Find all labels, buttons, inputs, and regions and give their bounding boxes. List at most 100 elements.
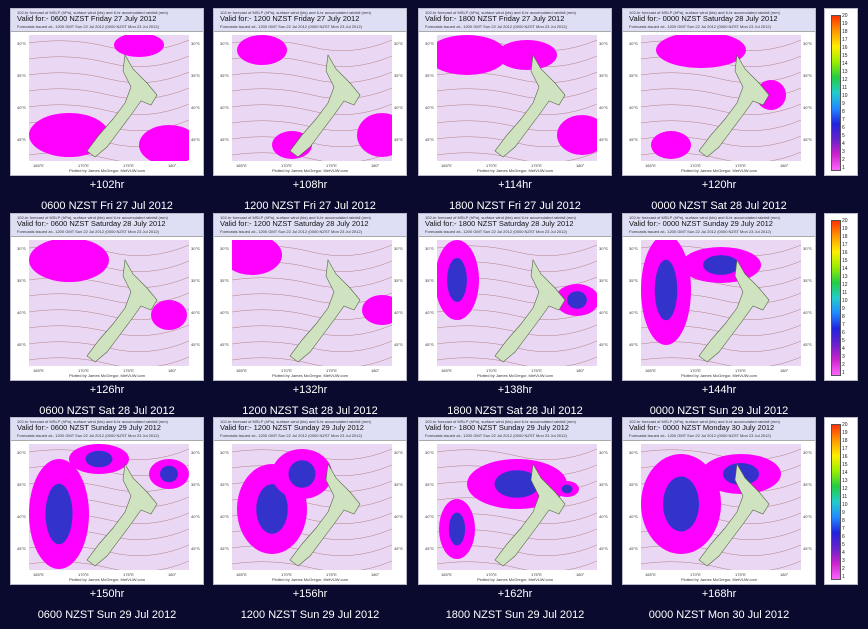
forecast-thumbnail[interactable]: 102-hr forecast of MSLP (hPa), surface w… xyxy=(213,213,407,381)
lat-tick-right: 35°S xyxy=(191,482,200,487)
legend-value: 6 xyxy=(842,125,845,131)
lat-tick-left: 30°S xyxy=(425,41,434,46)
lat-tick-left: 40°S xyxy=(17,105,26,110)
lat-tick-right: 35°S xyxy=(599,482,608,487)
lat-tick-left: 45°S xyxy=(220,546,229,551)
credit-label: Plotted by James McGregor, MetVUW.com xyxy=(476,577,554,582)
lat-tick-left: 30°S xyxy=(17,246,26,251)
forecast-thumbnail[interactable]: 102-hr forecast of MSLP (hPa), surface w… xyxy=(622,8,816,176)
lon-tick: 175°E xyxy=(123,368,134,373)
legend-value: 13 xyxy=(842,478,848,484)
credit-label: Plotted by James McGregor, MetVUW.com xyxy=(680,168,758,173)
legend-value: 5 xyxy=(842,338,845,344)
lon-tick: 180° xyxy=(168,368,177,373)
lon-tick: 180° xyxy=(168,572,177,577)
lon-tick: 175°E xyxy=(123,572,134,577)
lon-tick: 170°E xyxy=(690,368,701,373)
lon-tick: 165°E xyxy=(441,572,452,577)
lat-tick-right: 45°S xyxy=(599,546,608,551)
lat-tick-right: 30°S xyxy=(803,41,812,46)
lon-tick: 165°E xyxy=(33,572,44,577)
lon-tick: 180° xyxy=(576,368,585,373)
credit-label: Plotted by James McGregor, MetVUW.com xyxy=(476,373,554,378)
lat-tick-left: 45°S xyxy=(17,546,26,551)
forecast-map xyxy=(232,35,392,161)
lat-tick-right: 30°S xyxy=(803,246,812,251)
legend-value: 11 xyxy=(842,85,848,91)
credit-label: Plotted by James McGregor, MetVUW.com xyxy=(68,373,146,378)
forecast-map xyxy=(232,240,392,366)
lat-tick-right: 45°S xyxy=(803,546,812,551)
lat-tick-right: 40°S xyxy=(599,105,608,110)
legend-values: 20 19 18 17 16 15 14 13 12 11 10 9 8 7 6 5 4 3 2 1 xyxy=(842,218,857,376)
forecast-thumbnail[interactable]: 102-hr forecast of MSLP (hPa), surface w… xyxy=(10,417,204,585)
legend-value: 5 xyxy=(842,542,845,548)
lat-tick-right: 30°S xyxy=(191,450,200,455)
lon-tick: 165°E xyxy=(236,368,247,373)
rainfall-legend: 20 19 18 17 16 15 14 13 12 11 10 9 8 7 6 5 4 3 2 1 xyxy=(824,213,858,381)
forecast-thumbnail[interactable]: 102-hr forecast of MSLP (hPa), surface w… xyxy=(622,417,816,585)
lat-tick-left: 35°S xyxy=(629,73,638,78)
lat-tick-left: 40°S xyxy=(220,310,229,315)
valid-for-label: Valid for:- 0000 NZST Sunday 29 July 201… xyxy=(629,219,773,228)
issued-label: Forecasts issued at:- 1200 GMT Sun 22 Ju… xyxy=(17,229,159,234)
issued-label: Forecasts issued at:- 1200 GMT Sun 22 Ju… xyxy=(629,433,771,438)
lat-tick-left: 40°S xyxy=(425,514,434,519)
lon-tick: 170°E xyxy=(486,572,497,577)
lat-tick-right: 35°S xyxy=(191,73,200,78)
lon-tick: 175°E xyxy=(326,572,337,577)
forecast-time-caption: 0600 NZST Sun 29 Jul 2012 xyxy=(37,609,177,621)
forecast-thumbnail[interactable]: 102-hr forecast of MSLP (hPa), surface w… xyxy=(418,8,612,176)
legend-value: 9 xyxy=(842,101,845,107)
forecast-time-caption: 1200 NZST Sun 29 Jul 2012 xyxy=(240,609,380,621)
forecast-time-caption: 1800 NZST Sat 28 Jul 2012 xyxy=(447,405,583,417)
legend-value: 19 xyxy=(842,226,848,232)
lon-tick: 170°E xyxy=(486,368,497,373)
forecast-thumbnail[interactable]: 102-hr forecast of MSLP (hPa), surface w… xyxy=(10,8,204,176)
legend-value: 16 xyxy=(842,45,848,51)
lon-tick: 170°E xyxy=(281,572,292,577)
lon-tick: 175°E xyxy=(735,368,746,373)
credit-label: Plotted by James McGregor, MetVUW.com xyxy=(68,168,146,173)
legend-value: 18 xyxy=(842,234,848,240)
lat-tick-left: 35°S xyxy=(425,278,434,283)
forecast-time-caption: 0000 NZST Sun 29 Jul 2012 xyxy=(649,405,789,417)
header-description: 102-hr forecast of MSLP (hPa), surface w… xyxy=(425,215,576,220)
forecast-thumbnail[interactable]: 102-hr forecast of MSLP (hPa), surface w… xyxy=(213,8,407,176)
lat-tick-left: 45°S xyxy=(220,342,229,347)
forecast-thumbnail[interactable]: 102-hr forecast of MSLP (hPa), surface w… xyxy=(213,417,407,585)
forecast-thumbnail[interactable]: 102-hr forecast of MSLP (hPa), surface w… xyxy=(418,417,612,585)
credit-label: Plotted by James McGregor, MetVUW.com xyxy=(271,168,349,173)
thumbnail-header: 102-hr forecast of MSLP (hPa), surface w… xyxy=(623,214,815,237)
lat-tick-right: 45°S xyxy=(191,137,200,142)
legend-value: 15 xyxy=(842,462,848,468)
legend-value: 12 xyxy=(842,282,848,288)
legend-value: 14 xyxy=(842,61,848,67)
forecast-thumbnail[interactable]: 102-hr forecast of MSLP (hPa), surface w… xyxy=(418,213,612,381)
forecast-map xyxy=(29,444,189,570)
issued-label: Forecasts issued at:- 1200 GMT Sun 22 Ju… xyxy=(17,24,159,29)
forecast-offset: +156hr xyxy=(292,588,328,600)
lat-tick-right: 30°S xyxy=(394,450,403,455)
lat-tick-right: 45°S xyxy=(394,546,403,551)
forecast-map xyxy=(29,240,189,366)
forecast-thumbnail[interactable]: 102-hr forecast of MSLP (hPa), surface w… xyxy=(10,213,204,381)
forecast-map xyxy=(232,444,392,570)
lat-tick-right: 40°S xyxy=(599,310,608,315)
lat-tick-left: 35°S xyxy=(220,482,229,487)
lat-tick-left: 30°S xyxy=(17,450,26,455)
lat-tick-right: 45°S xyxy=(191,342,200,347)
forecast-map xyxy=(437,444,597,570)
valid-for-label: Valid for:- 0000 NZST Saturday 28 July 2… xyxy=(629,14,778,23)
forecast-offset: +168hr xyxy=(701,588,737,600)
valid-for-label: Valid for:- 1800 NZST Sunday 29 July 201… xyxy=(425,423,569,432)
forecast-offset: +132hr xyxy=(292,384,328,396)
rainfall-legend: 20 19 18 17 16 15 14 13 12 11 10 9 8 7 6 5 4 3 2 1 xyxy=(824,8,858,176)
forecast-offset: +150hr xyxy=(89,588,125,600)
forecast-thumbnail[interactable]: 102-hr forecast of MSLP (hPa), surface w… xyxy=(622,213,816,381)
valid-for-label: Valid for:- 1200 NZST Sunday 29 July 201… xyxy=(220,423,364,432)
legend-value: 13 xyxy=(842,69,848,75)
lat-tick-left: 45°S xyxy=(17,342,26,347)
lat-tick-right: 30°S xyxy=(599,246,608,251)
credit-label: Plotted by James McGregor, MetVUW.com xyxy=(271,373,349,378)
